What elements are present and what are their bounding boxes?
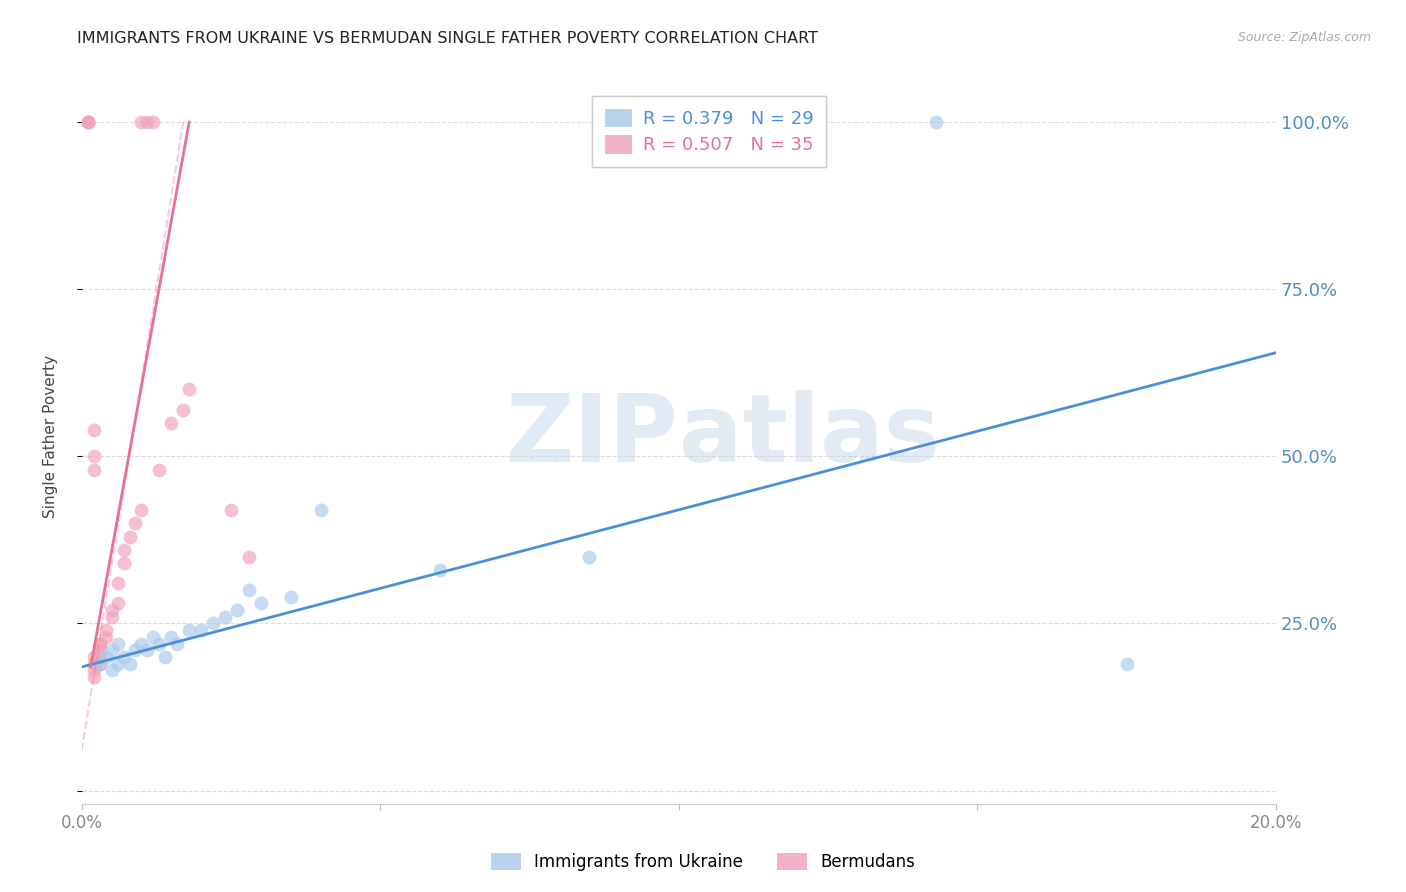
Point (83, 663, 105, 677)
Text: Source: ZipAtlas.com: Source: ZipAtlas.com (1237, 31, 1371, 45)
Point (124, 643, 146, 657)
Point (94, 649, 117, 664)
Point (202, 616, 225, 631)
Point (89, 649, 111, 664)
Point (100, 609, 122, 624)
Point (214, 609, 236, 624)
Point (100, 603, 122, 617)
Point (89, 636, 111, 650)
Point (219, 503, 242, 517)
Point (190, 623, 212, 637)
Legend: R = 0.379   N = 29, R = 0.507   N = 35: R = 0.379 N = 29, R = 0.507 N = 35 (592, 96, 827, 167)
Point (166, 636, 188, 650)
Point (83, 649, 105, 664)
Point (94, 630, 117, 644)
Point (89, 657, 111, 671)
Point (160, 630, 183, 644)
Text: IMMIGRANTS FROM UKRAINE VS BERMUDAN SINGLE FATHER POVERTY CORRELATION CHART: IMMIGRANTS FROM UKRAINE VS BERMUDAN SING… (77, 31, 818, 46)
Point (107, 636, 129, 650)
Point (112, 649, 135, 664)
Point (100, 643, 122, 657)
Point (155, 649, 177, 664)
Point (107, 576, 129, 591)
Point (89, 657, 111, 671)
Point (238, 549, 260, 564)
Point (142, 115, 165, 129)
Point (124, 516, 146, 531)
Point (131, 115, 153, 129)
Point (83, 423, 105, 437)
Point (238, 582, 260, 597)
Point (280, 590, 302, 604)
Point (226, 603, 249, 617)
Point (136, 115, 159, 129)
Point (89, 643, 111, 657)
Point (131, 503, 153, 517)
Text: ZIP: ZIP (506, 391, 679, 483)
Point (89, 636, 111, 650)
Point (83, 670, 105, 684)
Point (83, 450, 105, 464)
Point (83, 657, 105, 671)
Point (578, 549, 600, 564)
Point (76, 115, 98, 129)
Point (107, 657, 129, 671)
Point (309, 503, 332, 517)
Point (148, 636, 170, 650)
Point (160, 416, 183, 430)
Point (136, 643, 159, 657)
Point (179, 383, 201, 397)
Point (76, 115, 98, 129)
Point (131, 636, 153, 650)
Point (100, 663, 122, 677)
Legend: Immigrants from Ukraine, Bermudans: Immigrants from Ukraine, Bermudans (482, 845, 924, 880)
Point (179, 623, 201, 637)
Point (250, 596, 273, 610)
Y-axis label: Single Father Poverty: Single Father Poverty (44, 355, 58, 518)
Point (83, 463, 105, 477)
Point (924, 115, 946, 129)
Point (118, 530, 141, 544)
Point (107, 596, 129, 610)
Point (76, 115, 98, 129)
Point (429, 563, 451, 577)
Point (112, 542, 135, 557)
Point (94, 623, 117, 637)
Point (118, 657, 141, 671)
Point (112, 556, 135, 570)
Point (148, 463, 170, 477)
Point (172, 402, 194, 417)
Point (1115, 657, 1137, 671)
Point (142, 630, 165, 644)
Text: atlas: atlas (679, 391, 939, 483)
